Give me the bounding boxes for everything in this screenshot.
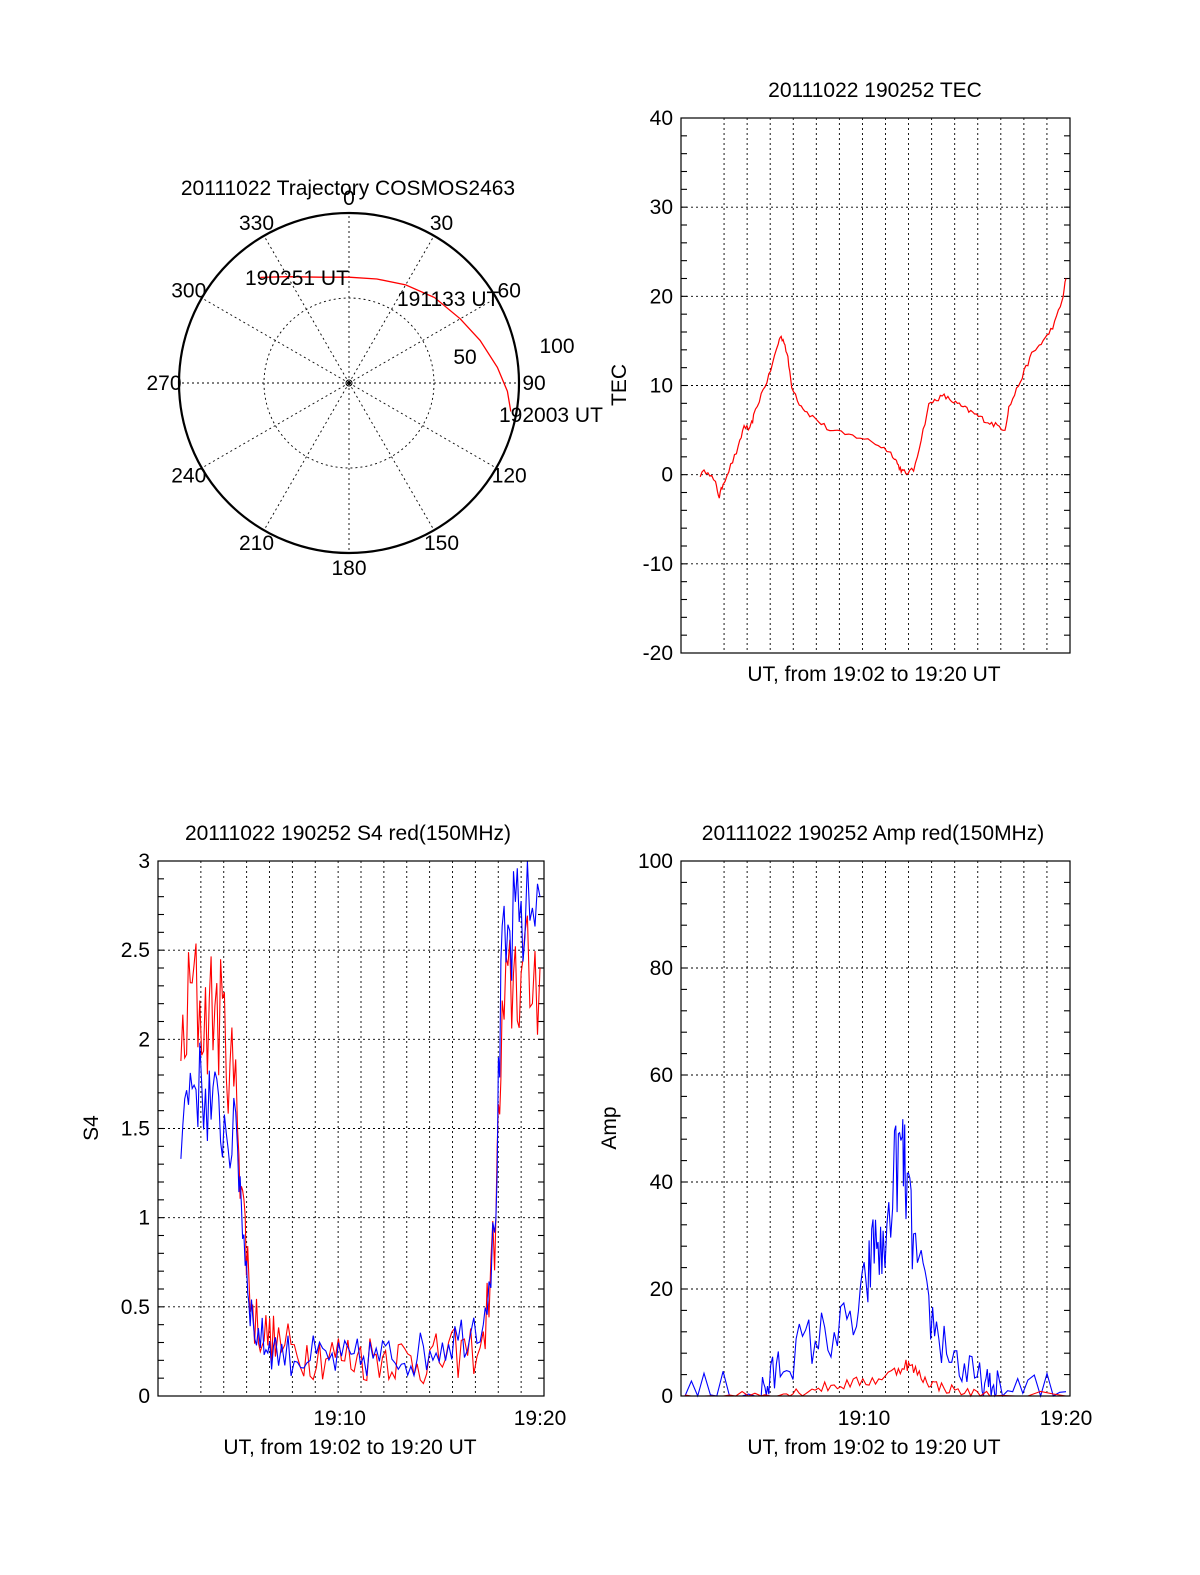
polar-angle-label: 330	[239, 212, 274, 235]
amp-x-axis-label: UT, from 19:02 to 19:20 UT	[747, 1436, 1000, 1459]
polar-angle-labels: 0 30 60 90 120 150 180 210 240 270 300 330	[146, 187, 545, 580]
series-line	[699, 278, 1067, 499]
tec-y-tick-labels: -20 -10 0 10 20 30 40	[643, 107, 673, 665]
y-tick-label: 3	[138, 850, 150, 873]
polar-spoke	[348, 382, 435, 531]
polar-trajectory-panel: 20111022 Trajectory COSMOS2463 0 30 60 90 12…	[146, 177, 603, 580]
y-tick-label: 20	[650, 285, 673, 308]
polar-angle-label: 0	[343, 187, 355, 210]
y-tick-label: 10	[650, 375, 673, 398]
y-tick-label: 20	[650, 1278, 673, 1301]
s4-x-axis-label: UT, from 19:02 to 19:20 UT	[223, 1436, 476, 1459]
polar-radius-label: 50	[453, 346, 476, 369]
y-tick-label: 0	[661, 464, 673, 487]
x-tick-label: 19:10	[313, 1407, 366, 1430]
trajectory-line	[260, 276, 512, 412]
polar-angle-label: 120	[492, 465, 527, 488]
polar-angle-label: 210	[239, 532, 274, 555]
polar-title: 20111022 Trajectory COSMOS2463	[181, 177, 515, 200]
series-line	[180, 860, 541, 1378]
amp-minor-ticks	[681, 881, 1070, 1376]
polar-angle-label: 300	[171, 280, 206, 303]
amp-grid	[681, 861, 1070, 1396]
polar-angle-label: 180	[331, 557, 366, 580]
trajectory-annotation: 190251 UT	[245, 267, 349, 290]
polar-outer-ring	[177, 211, 521, 555]
polar-spoke	[201, 297, 350, 384]
y-tick-label: 60	[650, 1064, 673, 1087]
polar-angle-label: 60	[498, 280, 521, 303]
amp-y-tick-labels: 0 20 40 60 80 100	[638, 850, 673, 1408]
amp-title: 20111022 190252 Amp red(150MHz)	[702, 822, 1044, 845]
tec-minor-ticks	[681, 135, 1070, 636]
amp-x-tick-labels: 19:10 19:20	[838, 1407, 1092, 1430]
s4-y-tick-labels: 0 0.5 1 1.5 2 2.5 3	[121, 850, 150, 1408]
polar-angle-label: 270	[146, 372, 181, 395]
polar-angle-label: 240	[171, 465, 206, 488]
polar-angle-label: 150	[424, 532, 459, 555]
polar-center	[345, 379, 353, 387]
polar-spoke	[201, 382, 350, 469]
s4-panel: 20111022 190252 S4 red(150MHz) 0 0.5 1 1.5 2…	[80, 822, 566, 1459]
s4-minor-ticks	[158, 878, 544, 1379]
x-tick-label: 19:10	[838, 1407, 891, 1430]
y-tick-label: 100	[638, 850, 673, 873]
y-tick-label: 0	[661, 1385, 673, 1408]
amp-panel: 20111022 190252 Amp red(150MHz) 0 20 40 60 8…	[598, 822, 1092, 1459]
polar-spoke	[348, 382, 497, 469]
tec-grid	[681, 118, 1070, 653]
y-tick-label: 2	[138, 1028, 150, 1051]
polar-spoke	[348, 235, 435, 384]
tec-plot-frame	[680, 117, 1071, 654]
tec-x-axis-label: UT, from 19:02 to 19:20 UT	[747, 663, 1000, 686]
trajectory-annotation: 192003 UT	[499, 404, 603, 427]
tec-y-axis-label: TEC	[608, 364, 631, 406]
polar-spoke	[263, 235, 350, 384]
y-tick-label: 40	[650, 1171, 673, 1194]
polar-spoke	[263, 382, 350, 531]
polar-spokes	[179, 213, 519, 553]
tec-series	[699, 278, 1067, 499]
amp-plot-frame	[680, 860, 1071, 1397]
y-tick-label: -20	[643, 642, 673, 665]
y-tick-label: 1	[138, 1207, 150, 1230]
polar-radius-label: 100	[539, 335, 574, 358]
polar-angle-label: 30	[430, 212, 453, 235]
trajectory-annotation: 191133 UT	[397, 288, 500, 311]
tec-title: 20111022 190252 TEC	[768, 79, 982, 102]
polar-angle-label: 90	[522, 372, 545, 395]
y-tick-label: -10	[643, 553, 673, 576]
s4-title: 20111022 190252 S4 red(150MHz)	[185, 822, 511, 845]
polar-spoke	[348, 297, 497, 384]
s4-series	[180, 860, 541, 1385]
tec-panel: 20111022 190252 TEC -20 -10 0 10 20 30 40 UT, …	[608, 79, 1071, 686]
y-tick-label: 1.5	[121, 1118, 150, 1141]
amp-series	[684, 1119, 1067, 1398]
x-tick-label: 19:20	[1040, 1407, 1093, 1430]
y-tick-label: 0.5	[121, 1296, 150, 1319]
y-tick-label: 2.5	[121, 939, 150, 962]
series-line	[180, 915, 541, 1385]
s4-x-tick-labels: 19:10 19:20	[313, 1407, 566, 1430]
s4-y-axis-label: S4	[80, 1115, 103, 1141]
s4-grid	[158, 861, 544, 1396]
y-tick-label: 40	[650, 107, 673, 130]
y-tick-label: 80	[650, 957, 673, 980]
s4-plot-frame	[157, 860, 545, 1397]
series-line	[684, 1119, 1067, 1398]
x-tick-label: 19:20	[514, 1407, 567, 1430]
amp-y-axis-label: Amp	[598, 1106, 621, 1149]
y-tick-label: 0	[138, 1385, 150, 1408]
y-tick-label: 30	[650, 196, 673, 219]
